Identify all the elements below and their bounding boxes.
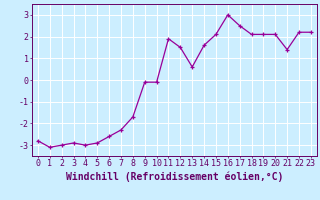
X-axis label: Windchill (Refroidissement éolien,°C): Windchill (Refroidissement éolien,°C) bbox=[66, 171, 283, 182]
